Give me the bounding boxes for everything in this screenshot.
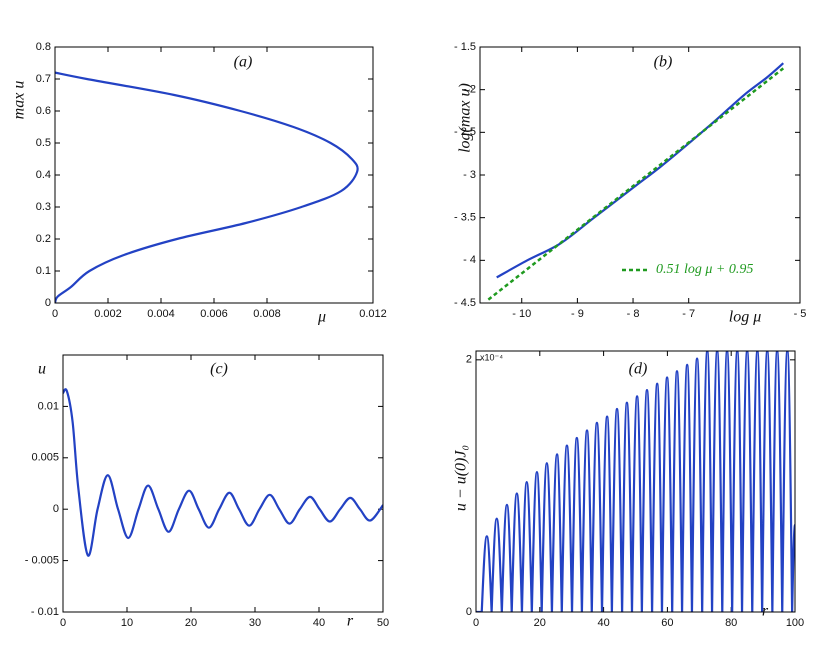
y-tick-label: - 2.5	[454, 126, 476, 138]
y-axis-label: u	[38, 361, 46, 378]
y-tick-label: 0.1	[36, 265, 51, 277]
x-axis-label: r	[347, 613, 354, 630]
legend-label: 0.51 log μ + 0.95	[656, 262, 753, 277]
data-line	[496, 62, 785, 279]
y-multiplier: x10⁻⁴	[480, 352, 503, 362]
plot-frame	[475, 350, 796, 613]
plot-frame	[54, 46, 374, 304]
y-tick-label: 0.5	[36, 137, 51, 149]
x-axis-label: log μ	[729, 309, 761, 326]
y-tick-label: 0	[45, 297, 51, 309]
y-tick-label: - 3	[463, 169, 476, 181]
y-tick-label: - 1.5	[454, 41, 476, 53]
x-tick-label: 20	[534, 617, 546, 629]
x-tick-label: 80	[725, 617, 737, 629]
y-tick-label: - 4.5	[454, 297, 476, 309]
panel: - 10 - 9 - 8 - 7 - 5 - 4.5 - 4 - 3.5 - 3 - 2.5 - 2…	[454, 41, 806, 326]
panel-label: (c)	[210, 361, 228, 378]
x-tick-label: 40	[597, 617, 609, 629]
y-tick-label: 0.3	[36, 201, 51, 213]
x-tick-label: - 9	[571, 308, 584, 320]
x-tick-label: - 7	[682, 308, 695, 320]
panel: 0 20 40 60 80 100 0 2 (d) r u − u(0)J₀ x10⁻⁴	[453, 350, 804, 629]
plot-frame	[479, 46, 801, 304]
x-tick-label: 0.006	[200, 308, 228, 320]
plot-frame	[62, 354, 384, 613]
y-axis-label: log(max u)	[457, 83, 474, 153]
y-axis-label: u − u(0)J₀	[453, 445, 470, 511]
x-tick-label: 0.008	[253, 308, 281, 320]
y-tick-label: 0.8	[36, 41, 51, 53]
data-line	[55, 71, 359, 303]
y-tick-label: - 4	[463, 254, 476, 266]
y-tick-label: - 0.01	[31, 606, 59, 618]
panel-label: (a)	[234, 54, 253, 71]
panel: 0 0.002 0.004 0.006 0.008 0.012 0 0.1 0.2 0.3 0.4 0…	[11, 41, 387, 326]
x-axis-label: μ	[317, 309, 326, 326]
x-tick-label: 20	[185, 617, 197, 629]
y-tick-label: - 2	[463, 84, 476, 96]
x-tick-label: 0	[52, 308, 58, 320]
x-tick-label: - 8	[627, 308, 640, 320]
data-line	[476, 351, 795, 612]
x-tick-label: 60	[661, 617, 673, 629]
x-tick-label: 0.004	[147, 308, 175, 320]
panel-label: (d)	[629, 361, 648, 378]
x-tick-label: 0	[60, 617, 66, 629]
x-tick-label: 0.002	[94, 308, 122, 320]
y-tick-label: 0.01	[38, 400, 59, 412]
x-tick-label: - 5	[794, 308, 807, 320]
y-tick-label: 0.7	[36, 73, 51, 85]
y-axis-label: max u	[11, 81, 28, 120]
data-line	[63, 388, 383, 557]
y-tick-label: 0.2	[36, 233, 51, 245]
x-tick-label: 50	[377, 617, 389, 629]
y-tick-label: - 3.5	[454, 212, 476, 224]
x-axis-label: r	[762, 603, 769, 620]
x-tick-label: 40	[313, 617, 325, 629]
y-tick-label: - 0.005	[25, 555, 59, 567]
x-tick-label: 0	[473, 617, 479, 629]
panel: 0 10 20 30 40 50 - 0.01 - 0.005 0 0.005 0.01 (c) r u	[25, 354, 389, 630]
panel-label: (b)	[654, 54, 673, 71]
x-tick-label: 100	[786, 617, 804, 629]
y-tick-label: 0	[53, 503, 59, 515]
x-tick-label: 30	[249, 617, 261, 629]
y-tick-label: 0.005	[31, 452, 59, 464]
x-tick-label: - 10	[512, 308, 531, 320]
y-tick-label: 0	[466, 606, 472, 618]
y-tick-label: 0.4	[36, 169, 51, 181]
y-tick-label: 2	[466, 354, 472, 366]
x-tick-label: 0.012	[359, 308, 387, 320]
y-tick-label: 0.6	[36, 105, 51, 117]
x-tick-label: 10	[121, 617, 133, 629]
